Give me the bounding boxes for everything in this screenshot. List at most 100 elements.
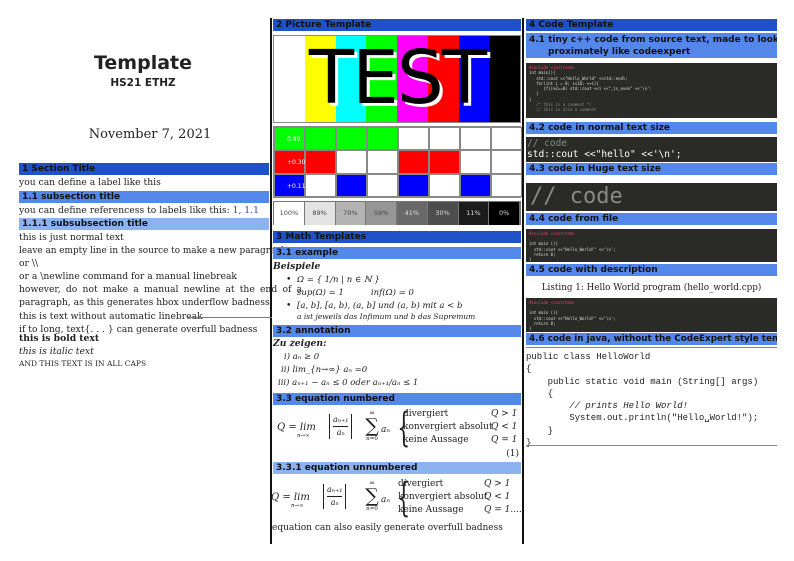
grid-cell: [491, 127, 522, 151]
eq-lhs: Q = lim: [271, 492, 310, 503]
grid-cell: [429, 173, 460, 197]
gray-swatch: 70%: [335, 202, 367, 225]
java-code-line: public class HelloWorld: [526, 352, 651, 362]
test-word: TEST: [308, 35, 487, 121]
case-text: keine Aussage: [398, 505, 464, 515]
grid-cell: [305, 150, 336, 174]
color-grid: 0.89 +0.30 +0.11: [273, 126, 522, 198]
equation-number: (1): [506, 449, 519, 459]
paragraph: equation can also easily generate overfu…: [272, 523, 503, 533]
text-line: leave an empty line in the source to mak…: [19, 246, 287, 256]
color-bar: [458, 36, 490, 122]
unnumbered-equation: Q = lim n→∞ aₙ₊₁ aₙ ∞ ∑ n=0 aₙ { divergiert k…: [271, 478, 536, 523]
grid-cell: +0.11: [274, 173, 306, 197]
overfull-rule: [187, 317, 272, 318]
grayscale-strip: 100% 89% 70% 59% 41% 30% 11% 0%: [273, 201, 521, 225]
color-bar: [274, 36, 305, 122]
color-bar: [489, 36, 520, 122]
subsection-heading: 3.3 equation numbered: [273, 393, 521, 405]
java-code-line: // prints Hello World!: [526, 401, 689, 412]
subsection-heading: 3.1 example: [273, 247, 521, 259]
sum-top: ∞: [369, 409, 375, 417]
grid-cell: [398, 127, 429, 151]
eq-denominator: aₙ: [330, 498, 339, 507]
section-heading: 3 Math Templates: [273, 231, 521, 243]
grid-cell: [336, 150, 367, 174]
math-line: Ω = { 1/n | n ∈ ℕ }: [297, 275, 380, 285]
code-block-cpp: #include <iostream> int main(){ std::cout…: [526, 63, 777, 118]
overfull-dots: ....: [510, 505, 522, 515]
sum-term: aₙ: [381, 495, 391, 505]
case-condition: Q = 1: [491, 435, 518, 445]
java-code-line: {: [526, 364, 532, 375]
math-line: [a, b], [a, b), (a, b] und (a, b) mit a …: [297, 301, 463, 311]
math-line: sup(Ω) = 1 inf(Ω) = 0: [297, 288, 414, 298]
case-text: keine Aussage: [403, 435, 469, 445]
grid-cell: [336, 173, 367, 197]
java-code-block: public class HelloWorld { public static v…: [526, 351, 758, 449]
document-date: November 7, 2021: [88, 127, 212, 142]
text-line: or \\: [19, 258, 39, 269]
numbered-equation: Q = lim n→∞ aₙ₊₁ aₙ ∞ ∑ n=0 aₙ { divergiert k…: [273, 408, 523, 463]
document-subtitle: HS21 ETHZ: [110, 77, 176, 89]
sum-top: ∞: [369, 479, 375, 487]
grid-cell: [398, 173, 429, 197]
grid-cell: [367, 127, 398, 151]
enumerated-item: iii) aₙ₊₁ − aₙ ≤ 0 oder aₙ₊₁/aₙ ≤ 1: [278, 378, 419, 388]
subsection-heading: 4.1 tiny c++ code from source text, made…: [526, 33, 777, 58]
gray-swatch: 0%: [489, 202, 520, 225]
code-block-normal: // code std::cout <<"hello" <<'\n';: [526, 137, 777, 162]
rule: [526, 445, 777, 446]
eq-numerator: aₙ₊₁: [327, 484, 343, 497]
text-line: paragraph, as this generates hbox underf…: [19, 297, 270, 308]
bullet: •: [286, 300, 292, 311]
code-line: std::cout <<"Hello_World" <<std::endl;: [529, 75, 628, 81]
sum-bottom: n=0: [366, 506, 378, 512]
subsection-heading: 4.3 code in Huge text size: [526, 163, 777, 175]
code-line: std::cout <<"Hello_World!" <<'\n';: [529, 315, 616, 321]
code-line: std::cout <<"hello" <<'\n';: [527, 149, 682, 160]
code-line: #include <iostream>: [529, 231, 575, 236]
text-line: however, do not make a manual newline at…: [19, 284, 303, 295]
code-line: }: [529, 326, 532, 332]
code-line: for(int i = 0; i<10; ++i){: [529, 80, 599, 86]
grid-cell: 0.89: [274, 127, 305, 151]
case-condition: Q < 1: [491, 422, 518, 432]
grid-row-label: +0.30: [287, 159, 306, 167]
subsection-heading: 4.4 code from file: [526, 213, 777, 225]
color-bar: [366, 36, 397, 122]
grid-cell: [305, 127, 336, 151]
color-bar: [427, 36, 459, 122]
code-block-huge: // code: [526, 183, 777, 211]
grid-cell: [491, 173, 522, 197]
case-text: konvergiert absolut: [398, 492, 488, 502]
case-text: konvergiert absolut: [403, 422, 493, 432]
grid-cell: [460, 173, 491, 197]
java-code-line: }: [526, 438, 532, 449]
sum-term: aₙ: [381, 425, 391, 435]
code-comment: // code: [530, 184, 623, 209]
grid-cell: [429, 127, 460, 151]
grid-cell: [460, 150, 491, 174]
paragraph: you can define a label like this: [19, 177, 161, 188]
code-line: return 0;: [529, 251, 556, 257]
code-line: }: [529, 91, 539, 97]
case-text: divergiert: [398, 479, 444, 489]
bullet: •: [286, 274, 292, 285]
reference-link[interactable]: 1, 1.1: [232, 205, 259, 216]
case-text: divergiert: [403, 409, 449, 419]
code-line: #include <iostream>: [529, 300, 575, 305]
bold-text: this is bold text: [19, 333, 100, 344]
subsection-heading: 4.2 code in normal text size: [526, 122, 777, 134]
text-line: this is text without automatic linebreak: [19, 311, 203, 322]
grid-row-label: +0.11: [287, 182, 306, 190]
code-line: // this is also a comment: [529, 107, 597, 113]
section-heading: 4 Code Template: [526, 19, 777, 31]
java-code-line: public static void main (String[] args): [526, 376, 759, 387]
brace: {: [397, 475, 411, 521]
code-line: return 0;: [529, 320, 556, 326]
color-bar: [335, 36, 367, 122]
math-line: a ist jeweils das Infimum und b das Supr…: [297, 312, 476, 321]
code-line: int main (){: [529, 310, 558, 316]
case-condition-text: Q = 1: [484, 505, 511, 515]
